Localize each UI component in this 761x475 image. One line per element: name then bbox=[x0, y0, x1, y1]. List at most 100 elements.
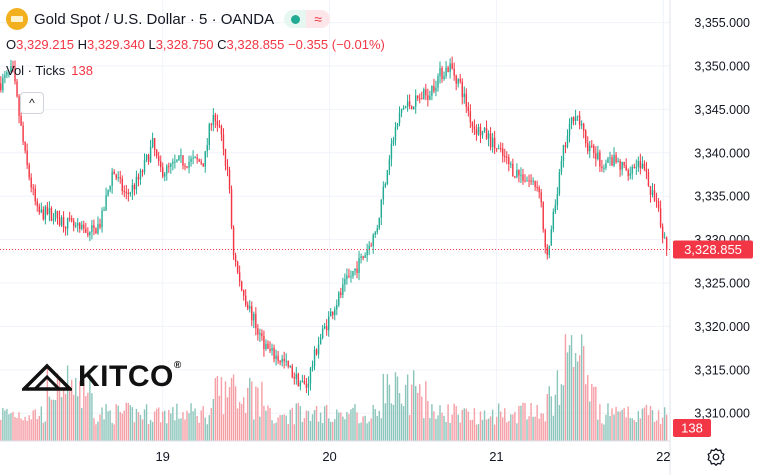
candle-body bbox=[8, 71, 10, 73]
candle-body bbox=[176, 160, 178, 162]
volume-bar bbox=[145, 404, 148, 441]
volume-bar bbox=[653, 421, 656, 441]
candle-body bbox=[91, 225, 93, 232]
volume-bar bbox=[172, 407, 174, 441]
volume-bar bbox=[562, 385, 565, 441]
volume-bar bbox=[510, 414, 512, 441]
volume-bar bbox=[131, 407, 134, 441]
candle-body bbox=[548, 245, 550, 255]
volume-bar bbox=[461, 409, 463, 441]
volume-bar bbox=[315, 406, 318, 441]
volume-bar bbox=[495, 416, 498, 441]
candle-body bbox=[516, 169, 518, 177]
candle-body bbox=[281, 358, 283, 363]
collapse-legend-button[interactable]: ^ bbox=[20, 92, 44, 114]
volume-bar bbox=[212, 398, 215, 441]
volume-bar bbox=[605, 414, 607, 441]
volume-bar bbox=[506, 422, 508, 441]
candle-body bbox=[611, 157, 613, 166]
volume-bar bbox=[267, 405, 269, 441]
volume-bar bbox=[0, 419, 2, 441]
candle-body bbox=[228, 169, 231, 190]
volume-bar bbox=[463, 408, 465, 441]
volume-bar bbox=[277, 417, 279, 441]
market-open-indicator[interactable] bbox=[284, 10, 307, 28]
candle-body bbox=[524, 180, 526, 182]
volume-bar bbox=[253, 419, 255, 441]
volume-bar bbox=[184, 419, 186, 441]
volume-bar bbox=[380, 418, 383, 441]
candle-body bbox=[459, 79, 461, 82]
candle-body bbox=[315, 349, 318, 355]
candle-body bbox=[372, 234, 374, 247]
candle-body bbox=[445, 67, 447, 77]
volume-bar bbox=[174, 420, 176, 441]
candle-body bbox=[481, 131, 484, 136]
volume-bar bbox=[453, 403, 455, 441]
volume-bar bbox=[295, 403, 298, 441]
candle-body bbox=[309, 368, 312, 384]
volume-legend[interactable]: Vol · Ticks 138 bbox=[6, 63, 93, 78]
volume-bar bbox=[441, 412, 443, 441]
time-axis[interactable]: 19 20 21 22 bbox=[155, 449, 670, 464]
candle-body bbox=[206, 145, 208, 152]
candle-body bbox=[166, 165, 168, 174]
volume-bar bbox=[95, 424, 97, 441]
volume-bar bbox=[97, 421, 99, 441]
symbol-header[interactable]: Gold Spot / U.S. Dollar · 5 · OANDA ≈ bbox=[6, 8, 331, 30]
volume-bar bbox=[485, 419, 488, 441]
volume-bar bbox=[502, 417, 504, 441]
volume-bar bbox=[512, 414, 514, 441]
candle-body bbox=[334, 309, 336, 316]
candle-body bbox=[593, 145, 595, 154]
volume-bar bbox=[659, 424, 662, 441]
candle-body bbox=[528, 180, 530, 182]
candle-body bbox=[14, 67, 16, 82]
delayed-data-badge[interactable]: ≈ bbox=[306, 10, 331, 28]
candle-body bbox=[149, 146, 152, 162]
candle-body bbox=[75, 225, 77, 227]
status-dot-icon bbox=[290, 14, 300, 24]
symbol-title[interactable]: Gold Spot / U.S. Dollar · 5 · OANDA bbox=[34, 10, 275, 28]
price-tick-label: 3,340.000 bbox=[694, 146, 750, 160]
candle-body bbox=[477, 127, 480, 135]
price-axis[interactable]: 3,355.000 3,350.000 3,345.000 3,340.000 3,33… bbox=[694, 16, 750, 421]
gear-icon[interactable] bbox=[705, 446, 727, 468]
volume-bar bbox=[595, 386, 597, 441]
candle-body bbox=[186, 166, 188, 168]
volume-bar bbox=[72, 394, 75, 441]
volume-bar bbox=[60, 397, 63, 441]
candle-body bbox=[115, 174, 117, 179]
volume-bar bbox=[398, 393, 401, 441]
volume-bar bbox=[538, 418, 540, 441]
candle-body bbox=[433, 85, 435, 92]
volume-bar bbox=[99, 414, 101, 441]
candle-body bbox=[151, 138, 154, 147]
change-value: −0.355 (−0.01%) bbox=[288, 37, 385, 52]
volume-bar bbox=[350, 409, 352, 441]
volume-bar bbox=[483, 410, 486, 441]
candle-body bbox=[311, 365, 314, 369]
candle-body bbox=[190, 158, 192, 162]
candle-body bbox=[204, 151, 206, 167]
candle-body bbox=[295, 374, 298, 379]
candle-body bbox=[184, 165, 186, 167]
volume-bar bbox=[105, 404, 107, 441]
volume-bar bbox=[487, 418, 490, 441]
candle-body bbox=[510, 163, 512, 165]
volume-bar bbox=[58, 380, 61, 441]
candle-body bbox=[129, 192, 132, 195]
volume-bar bbox=[133, 422, 136, 441]
volume-bar bbox=[467, 411, 470, 441]
candle-body bbox=[398, 112, 401, 124]
volume-bar bbox=[493, 424, 496, 441]
time-tick-label: 21 bbox=[489, 449, 503, 464]
candle-body bbox=[546, 247, 548, 255]
candle-body bbox=[226, 165, 229, 170]
volume-bar bbox=[534, 416, 536, 441]
volume-bar bbox=[85, 396, 87, 441]
candle-body bbox=[257, 328, 259, 335]
volume-bar bbox=[162, 411, 164, 441]
volume-bar bbox=[429, 418, 431, 441]
